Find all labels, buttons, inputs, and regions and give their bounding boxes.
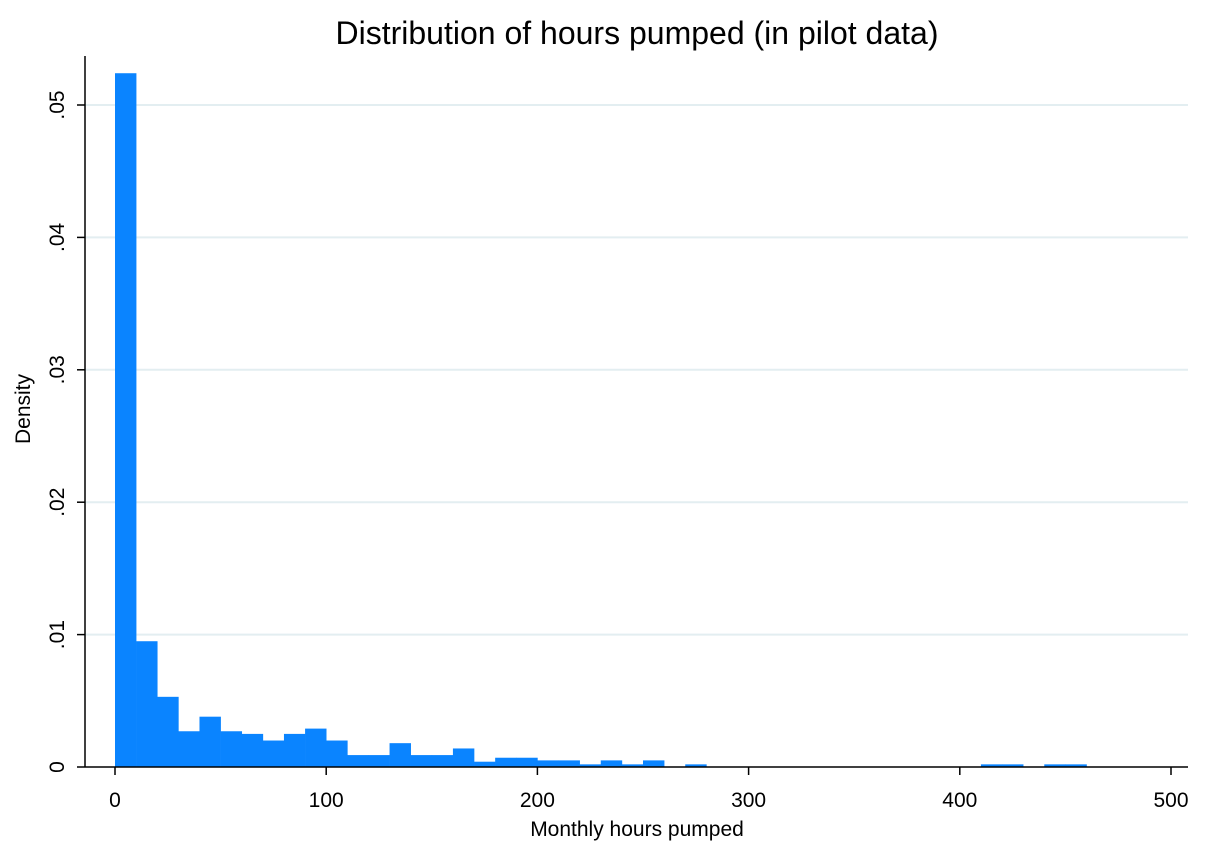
y-axis-label: Density	[12, 373, 35, 444]
x-tick-label: 400	[942, 789, 977, 812]
x-axis-ticks: 0 100 200 300 400 500	[109, 767, 1189, 812]
histogram-bar	[241, 733, 264, 767]
gridlines	[85, 104, 1188, 636]
histogram-bar	[600, 760, 623, 767]
histogram-bar	[368, 755, 390, 767]
x-axis-label: Monthly hours pumped	[530, 818, 744, 841]
histogram-bar	[262, 740, 285, 767]
histogram-bar	[516, 757, 538, 767]
histogram-bar	[410, 755, 433, 767]
y-tick-label: .02	[46, 488, 69, 517]
histogram-bar	[579, 764, 602, 767]
histogram-bar	[643, 760, 665, 767]
histogram-bar	[220, 731, 243, 767]
histogram-bar	[1065, 764, 1087, 767]
histogram-bar	[621, 764, 644, 767]
histogram-bar	[347, 755, 369, 767]
histogram-bar	[685, 764, 707, 767]
histogram-bar	[431, 755, 454, 767]
y-tick-label: 0	[46, 761, 69, 773]
histogram-bar	[980, 764, 1003, 767]
histogram-bar	[136, 641, 158, 767]
histogram-bar	[1044, 764, 1066, 767]
histogram-bar	[558, 760, 580, 767]
histogram-bar	[157, 696, 179, 767]
axes	[84, 56, 1188, 768]
histogram-bar	[199, 716, 221, 767]
histogram-bar	[178, 731, 200, 767]
histogram-bar	[389, 743, 411, 767]
x-tick-label: 300	[731, 789, 766, 812]
histogram-bars	[115, 73, 1087, 767]
histogram-bar	[326, 740, 348, 767]
y-tick-label: .01	[46, 620, 69, 649]
x-tick-label: 0	[109, 789, 121, 812]
histogram-bar	[537, 760, 559, 767]
histogram-bar	[283, 733, 306, 767]
histogram-bar	[305, 728, 327, 767]
y-tick-label: .03	[46, 355, 69, 384]
histogram-bar	[115, 73, 137, 767]
histogram-bar	[1002, 764, 1024, 767]
x-tick-label: 500	[1153, 789, 1188, 812]
chart-title: Distribution of hours pumped (in pilot d…	[336, 15, 939, 51]
histogram-bar	[474, 761, 496, 767]
x-tick-label: 100	[309, 789, 344, 812]
y-tick-label: .04	[46, 222, 69, 252]
histogram-bar	[495, 757, 517, 767]
x-tick-label: 200	[520, 789, 555, 812]
y-axis-ticks: 0 .01 .02 .03 .04 .05	[46, 90, 85, 773]
y-tick-label: .05	[46, 90, 69, 119]
histogram-bar	[452, 748, 475, 767]
